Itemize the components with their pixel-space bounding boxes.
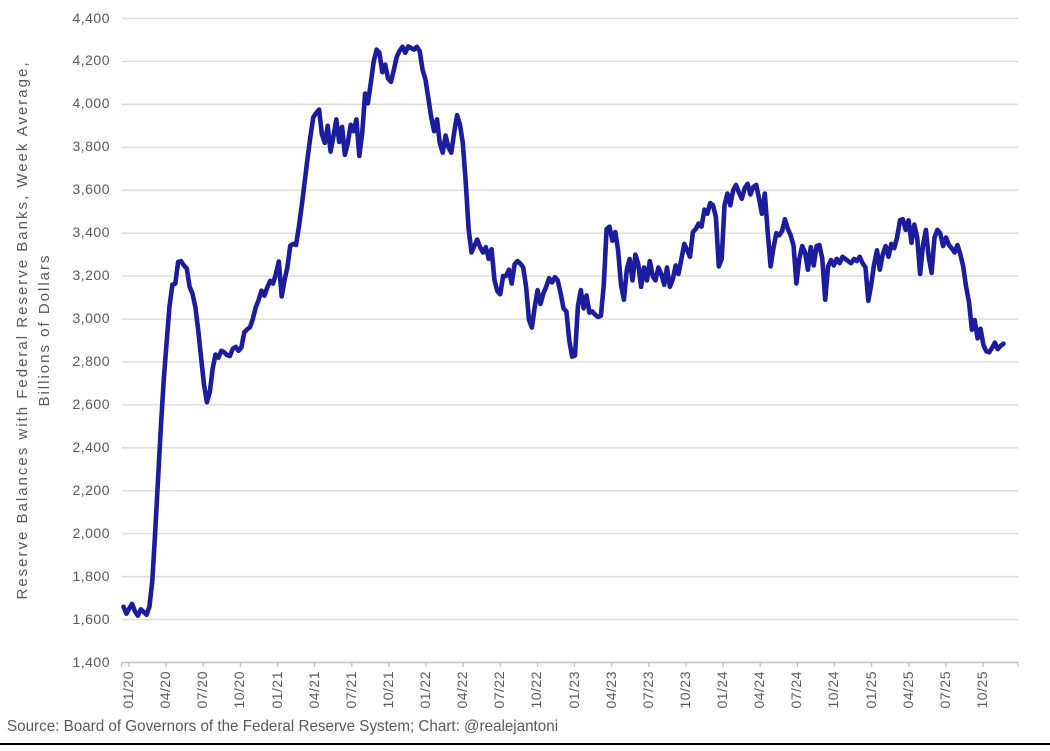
- x-tick-label: 10/24: [825, 671, 842, 709]
- y-tick-label: 2,600: [72, 395, 110, 412]
- y-tick-label: 3,800: [72, 138, 110, 155]
- y-tick-label: 1,400: [72, 653, 110, 670]
- x-tick-label: 01/20: [120, 671, 136, 709]
- y-tick-label: 4,200: [72, 52, 110, 69]
- x-tick-label: 10/20: [231, 671, 248, 709]
- x-tick-label: 07/21: [342, 671, 359, 709]
- x-tick-label: 01/25: [862, 671, 879, 709]
- x-tick-label: 04/25: [899, 671, 916, 709]
- x-tick-label: 07/25: [936, 671, 953, 709]
- x-tick-label: 07/24: [788, 671, 805, 709]
- y-tick-label: 3,600: [72, 181, 110, 198]
- y-tick-label: 3,400: [72, 224, 110, 241]
- x-tick-label: 10/25: [974, 671, 990, 709]
- x-tick-label: 07/20: [194, 671, 211, 709]
- x-tick-label: 10/22: [528, 671, 545, 709]
- y-tick-label: 1,600: [72, 610, 110, 627]
- x-tick-label: 10/23: [676, 671, 693, 709]
- x-tick-label: 01/21: [268, 671, 285, 709]
- reserve-balances-line: [121, 44, 1006, 619]
- x-tick-label: 01/22: [417, 671, 434, 709]
- y-tick-label: 2,200: [72, 481, 110, 498]
- x-tick-label: 07/22: [491, 671, 508, 709]
- source-note: Source: Board of Governors of the Federa…: [7, 718, 559, 735]
- x-tick-label: 01/23: [565, 671, 582, 709]
- y-tick-label: 4,000: [72, 95, 110, 112]
- x-tick-label: 07/23: [639, 671, 656, 709]
- x-tick-label: 04/20: [157, 671, 174, 709]
- y-tick-label: 2,400: [72, 438, 110, 455]
- x-tick-label: 01/24: [714, 671, 731, 709]
- x-tick-label: 04/22: [454, 671, 471, 709]
- y-tick-label: 1,800: [72, 567, 110, 584]
- y-tick-label: 2,000: [72, 524, 110, 541]
- x-tick-label: 10/21: [379, 671, 396, 709]
- y-tick-label: 3,000: [72, 310, 110, 327]
- y-tick-label: 2,800: [72, 352, 110, 369]
- bottom-border-line: [0, 743, 1050, 745]
- y-tick-label: 3,200: [72, 267, 110, 284]
- x-tick-label: 04/24: [751, 671, 768, 709]
- x-tick-label: 04/23: [602, 671, 619, 709]
- x-tick-label: 04/21: [305, 671, 322, 709]
- y-tick-label: 4,400: [72, 9, 110, 26]
